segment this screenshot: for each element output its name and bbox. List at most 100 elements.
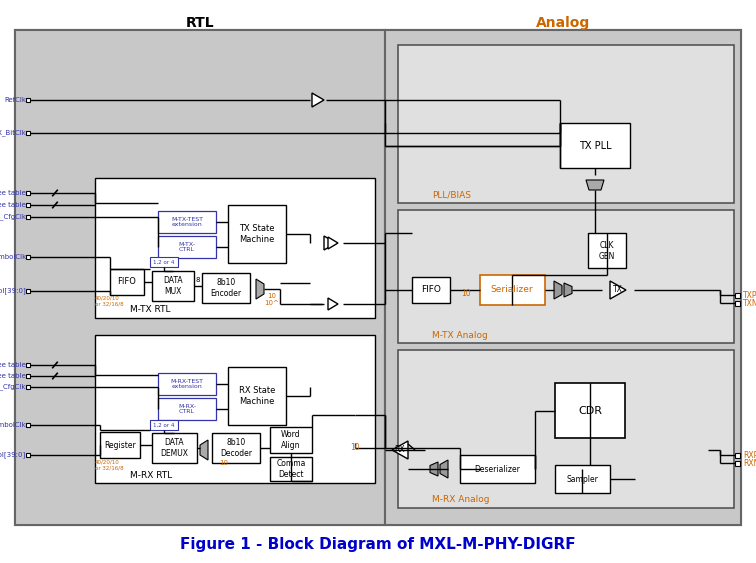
Bar xyxy=(95,178,375,318)
Bar xyxy=(26,385,30,389)
Bar xyxy=(15,30,385,525)
Bar xyxy=(26,423,30,427)
Bar xyxy=(228,367,286,425)
Text: FIFO: FIFO xyxy=(118,278,136,287)
Bar xyxy=(152,433,197,463)
Polygon shape xyxy=(256,279,264,299)
Bar xyxy=(398,45,734,203)
Text: See table: See table xyxy=(0,190,26,196)
Bar xyxy=(15,30,741,525)
Bar xyxy=(26,255,30,259)
Bar xyxy=(26,215,30,219)
Text: RX_Symbol[39:0]: RX_Symbol[39:0] xyxy=(0,452,26,458)
Text: See table: See table xyxy=(0,373,26,379)
Bar xyxy=(158,236,216,258)
Bar xyxy=(150,420,178,430)
Text: RXN: RXN xyxy=(743,458,756,467)
Bar xyxy=(270,457,312,481)
Polygon shape xyxy=(328,298,338,310)
Bar xyxy=(588,233,626,268)
Bar xyxy=(385,30,741,525)
Text: M-RX-TEST
extension: M-RX-TEST extension xyxy=(171,378,203,390)
Text: 40/20/10
or 32/16/8: 40/20/10 or 32/16/8 xyxy=(95,459,124,471)
Bar xyxy=(735,301,739,306)
Text: 1,2 or 4: 1,2 or 4 xyxy=(153,260,175,265)
Text: RX State
Machine: RX State Machine xyxy=(239,386,275,406)
Text: See table: See table xyxy=(0,362,26,368)
Bar xyxy=(26,98,30,102)
Text: Word
Align: Word Align xyxy=(281,430,301,450)
Text: 10: 10 xyxy=(268,293,277,299)
Text: M-RX Analog: M-RX Analog xyxy=(432,495,489,504)
Text: CDR: CDR xyxy=(578,406,602,416)
Text: RefClk: RefClk xyxy=(4,97,26,103)
Text: RXP: RXP xyxy=(743,450,756,459)
Text: TX_CfgClk: TX_CfgClk xyxy=(0,213,26,220)
Text: See table: See table xyxy=(0,202,26,208)
Bar xyxy=(735,453,739,458)
Text: Serializer: Serializer xyxy=(491,285,533,294)
Bar xyxy=(555,383,625,438)
Bar xyxy=(398,350,734,508)
Bar xyxy=(110,269,144,295)
Bar xyxy=(228,205,286,263)
Bar xyxy=(158,373,216,395)
Text: RX: RX xyxy=(395,445,405,454)
Text: 10: 10 xyxy=(461,288,471,297)
Text: TX PLL: TX PLL xyxy=(578,141,612,151)
Text: RX_SymbolClk: RX_SymbolClk xyxy=(0,422,26,428)
Polygon shape xyxy=(200,440,208,460)
Polygon shape xyxy=(586,180,604,190)
Bar xyxy=(26,374,30,378)
Text: RTL: RTL xyxy=(186,16,214,30)
Text: DATA
MUX: DATA MUX xyxy=(163,276,183,296)
Text: TX_BitClk: TX_BitClk xyxy=(0,129,26,136)
Polygon shape xyxy=(328,237,338,249)
Polygon shape xyxy=(610,281,626,299)
Bar xyxy=(100,432,140,458)
Text: 10: 10 xyxy=(219,460,228,466)
Text: Register: Register xyxy=(104,440,136,449)
Polygon shape xyxy=(324,236,336,250)
Bar xyxy=(158,398,216,420)
Bar xyxy=(412,277,450,303)
Text: 10: 10 xyxy=(350,444,360,453)
Bar xyxy=(398,210,734,343)
Text: M-TX-
CTRL: M-TX- CTRL xyxy=(178,242,196,252)
Bar xyxy=(26,191,30,195)
Bar xyxy=(735,461,739,466)
Text: Analog: Analog xyxy=(536,16,590,30)
Text: TXN: TXN xyxy=(743,298,756,307)
Bar xyxy=(270,427,312,453)
Text: PLL/BIAS: PLL/BIAS xyxy=(432,190,471,199)
Bar xyxy=(480,275,545,305)
Text: TX: TX xyxy=(613,285,623,294)
Bar xyxy=(26,131,30,135)
Text: 8b10
Encoder: 8b10 Encoder xyxy=(210,278,242,298)
Bar xyxy=(26,203,30,207)
Text: 8: 8 xyxy=(196,277,200,283)
Text: Sampler: Sampler xyxy=(566,475,598,484)
Bar xyxy=(26,289,30,293)
Text: Deserializer: Deserializer xyxy=(474,464,520,473)
Text: Figure 1 - Block Diagram of MXL-M-PHY-DIGRF: Figure 1 - Block Diagram of MXL-M-PHY-DI… xyxy=(180,538,576,552)
Text: 8b10
Decoder: 8b10 Decoder xyxy=(220,439,252,458)
Text: CLK
GEN: CLK GEN xyxy=(599,242,615,261)
Bar xyxy=(555,465,610,493)
Polygon shape xyxy=(392,441,408,459)
Text: TX_SymbolClk: TX_SymbolClk xyxy=(0,253,26,260)
Polygon shape xyxy=(564,283,572,297)
Text: 1,2 or 4: 1,2 or 4 xyxy=(153,422,175,427)
Bar xyxy=(460,455,535,483)
Text: M-RX-
CTRL: M-RX- CTRL xyxy=(178,404,196,414)
Bar xyxy=(202,273,250,303)
Bar xyxy=(158,211,216,233)
Text: M-TX-TEST
extension: M-TX-TEST extension xyxy=(171,217,203,227)
Polygon shape xyxy=(440,460,448,478)
Polygon shape xyxy=(312,93,324,107)
Text: Comma
Detect: Comma Detect xyxy=(276,459,305,479)
Text: M-TX Analog: M-TX Analog xyxy=(432,330,488,339)
Text: 10^: 10^ xyxy=(265,300,280,306)
Text: TX State
Machine: TX State Machine xyxy=(239,224,274,244)
Bar xyxy=(95,335,375,483)
